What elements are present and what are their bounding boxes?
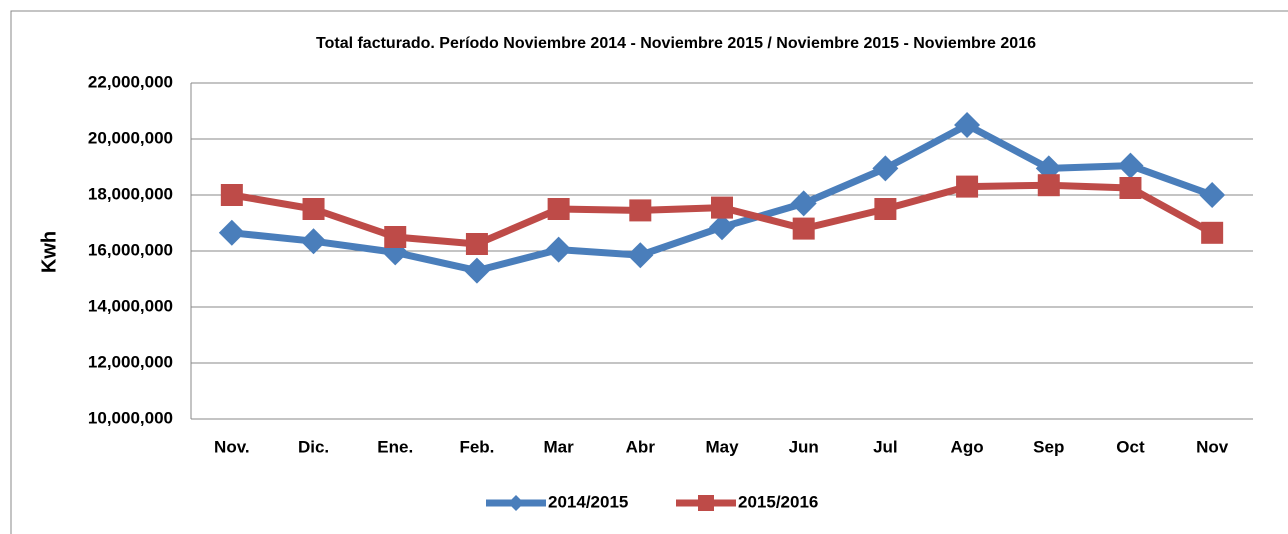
x-tick-label: Ago bbox=[951, 437, 984, 456]
marker bbox=[218, 219, 245, 246]
marker bbox=[1201, 221, 1224, 244]
x-tick-label: Nov bbox=[1196, 437, 1229, 456]
y-tick-label: 14,000,000 bbox=[88, 296, 173, 315]
marker bbox=[220, 184, 243, 206]
y-tick-label: 10,000,000 bbox=[88, 408, 173, 427]
x-tick-label: Dic. bbox=[298, 437, 329, 456]
x-tick-label: Oct bbox=[1116, 437, 1145, 456]
x-tick-label: Jun bbox=[789, 437, 819, 456]
x-tick-label: Nov. bbox=[214, 437, 250, 456]
x-tick-label: Sep bbox=[1033, 437, 1064, 456]
marker bbox=[627, 242, 654, 269]
marker bbox=[698, 495, 714, 511]
y-tick-label: 12,000,000 bbox=[88, 352, 173, 371]
marker bbox=[302, 198, 325, 220]
marker bbox=[300, 228, 327, 255]
y-tick-label: 18,000,000 bbox=[88, 184, 173, 203]
marker bbox=[545, 236, 572, 263]
marker bbox=[384, 226, 407, 248]
x-tick-label: Mar bbox=[543, 437, 574, 456]
marker bbox=[1119, 177, 1142, 199]
marker bbox=[872, 155, 899, 182]
marker bbox=[463, 257, 490, 284]
y-axis-label: Kwh bbox=[38, 231, 60, 273]
x-tick-label: Feb. bbox=[459, 437, 494, 456]
x-tick-label: Ene. bbox=[377, 437, 413, 456]
marker bbox=[508, 495, 524, 511]
y-tick-label: 22,000,000 bbox=[88, 72, 173, 91]
marker bbox=[711, 196, 733, 219]
marker bbox=[1117, 152, 1144, 179]
marker bbox=[465, 233, 488, 255]
x-tick-label: Abr bbox=[626, 437, 656, 456]
marker bbox=[709, 214, 735, 241]
marker bbox=[790, 190, 817, 217]
chart-frame bbox=[10, 10, 1288, 534]
legend-label: 2015/2016 bbox=[738, 492, 818, 511]
chart-title: Total facturado. Período Noviembre 2014 … bbox=[316, 35, 1036, 52]
marker bbox=[1037, 174, 1060, 197]
x-tick-label: Jul bbox=[873, 437, 898, 456]
marker bbox=[547, 198, 570, 220]
legend-label: 2014/2015 bbox=[548, 492, 628, 511]
marker bbox=[954, 112, 981, 138]
x-tick-label: May bbox=[705, 437, 739, 456]
marker bbox=[629, 199, 652, 222]
marker bbox=[874, 198, 897, 220]
y-tick-label: 16,000,000 bbox=[88, 240, 173, 259]
marker bbox=[956, 175, 979, 198]
y-tick-label: 20,000,000 bbox=[88, 128, 173, 147]
marker bbox=[792, 217, 815, 240]
marker bbox=[1199, 182, 1226, 208]
